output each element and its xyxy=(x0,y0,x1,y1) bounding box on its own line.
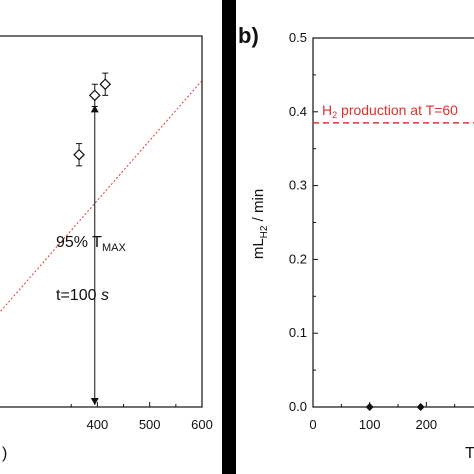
panel-b-series xyxy=(365,403,425,411)
panel-a-plot-frame xyxy=(0,35,203,408)
panel-a-annotation-temperature-sub: MAX xyxy=(102,242,127,254)
panel-b-y-tick-label: 0.2 xyxy=(289,251,307,266)
panel-a-annotation-time-prefix: t=100 xyxy=(56,287,101,304)
panel-b-y-axis-label-suffix: / min xyxy=(250,189,267,226)
panel-b-background xyxy=(236,0,474,474)
panel-a-annotation-temperature: 95% TMAX xyxy=(56,234,126,254)
panel-a-series xyxy=(0,72,203,405)
panel-b-label: b) xyxy=(238,23,259,48)
panel-a-x-tick-label: 500 xyxy=(139,417,161,432)
panel-a-x-tick-label: 600 xyxy=(191,417,213,432)
panel-a-data-point xyxy=(73,148,85,161)
panel-a-arrow-head-top xyxy=(90,105,99,113)
panel-b-y-ticks: 0.0 0.1 0.2 0.3 0.4 0.5 xyxy=(289,30,318,414)
panel-b-reference-label: H2 production at T=60 xyxy=(322,102,458,120)
panel-b-reference-label-prefix: H xyxy=(322,102,332,118)
panel-a-annotation-time-unit: s xyxy=(101,287,109,304)
panel-a-x-ticks: 400 500 600 xyxy=(70,402,213,432)
panel-b-x-ticks: 0 100 200 xyxy=(309,402,456,432)
panel-b-y-tick-label: 0.1 xyxy=(289,325,307,340)
panel-b-y-tick-label: 0.3 xyxy=(289,178,307,193)
panel-a: 400 500 600 95% TMAX t=100 s ) xyxy=(0,0,222,474)
panel-b-y-tick-label: 0.4 xyxy=(289,104,307,119)
panel-b-y-tick-label: 0.0 xyxy=(289,399,307,414)
panel-b-x-tick-label: 0 xyxy=(309,417,316,432)
panel-b-data-point xyxy=(416,403,425,411)
panel-a-annotation-time: t=100 s xyxy=(56,287,109,304)
panel-a-arrow-head-bottom xyxy=(90,398,99,405)
panel-a-x-tick-label: 400 xyxy=(87,417,109,432)
panel-a-xlabel-fragment: ) xyxy=(2,445,7,462)
panel-b: b) 0.00.10.20.30.40.5 0 100 200 mLH2 / min… xyxy=(236,0,474,474)
panel-a-background xyxy=(0,0,222,474)
panel-a-data-point xyxy=(99,78,112,91)
panel-b-xlabel-fragment: T xyxy=(465,445,474,462)
panel-b-y-axis-label: mLH2 / min xyxy=(250,189,270,259)
panel-a-data-point xyxy=(88,89,101,102)
panel-a-annotation-temperature-main: 95% T xyxy=(56,234,102,251)
panel-b-reference-label-suffix: production at T=60 xyxy=(337,102,458,118)
panel-b-y-axis-label-main: mL xyxy=(250,238,267,259)
panel-b-reference-label-sub: 2 xyxy=(332,110,337,120)
panel-b-x-tick-label: 200 xyxy=(415,417,437,432)
panel-b-y-axis-label-sub: H2 xyxy=(259,225,270,238)
panel-b-x-tick-label: 100 xyxy=(359,417,381,432)
panel-b-data-point xyxy=(365,403,374,411)
panel-b-y-tick-label: 0.5 xyxy=(289,30,307,45)
